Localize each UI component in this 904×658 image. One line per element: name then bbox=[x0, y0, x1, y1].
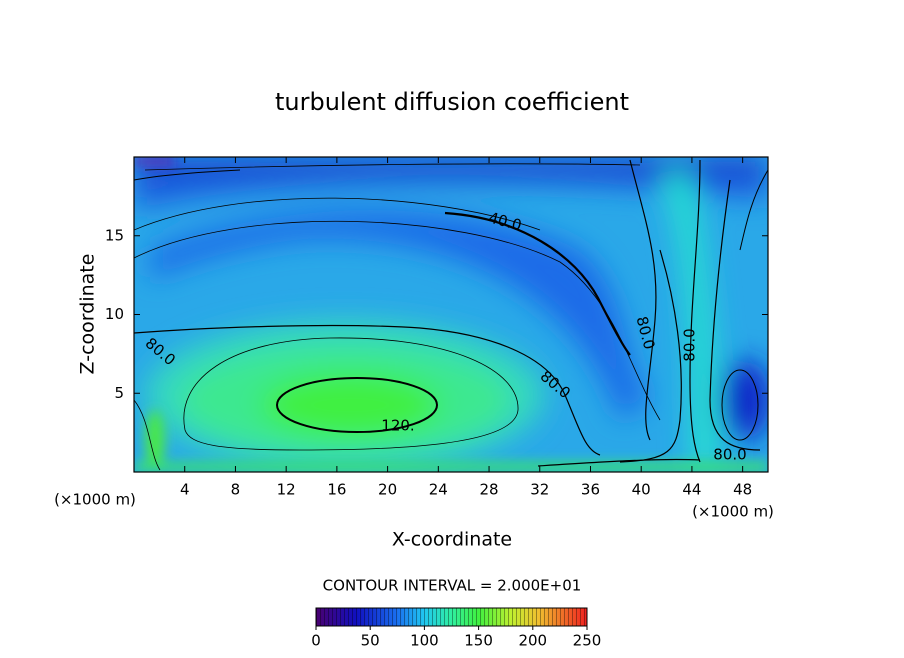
x-tick-label: 20 bbox=[378, 481, 397, 499]
x-tick-label: 24 bbox=[429, 481, 448, 499]
contour-label: 80.0 bbox=[681, 328, 699, 361]
colorbar-tick-label: 200 bbox=[518, 632, 547, 650]
x-tick-label: 28 bbox=[479, 481, 498, 499]
colorbar-tick-label: 150 bbox=[464, 632, 493, 650]
y-tick-label: 10 bbox=[105, 305, 124, 323]
x-tick-label: 44 bbox=[682, 481, 701, 499]
colorbar-tick-label: 100 bbox=[410, 632, 439, 650]
y-axis-title: Z-coordinate bbox=[77, 254, 99, 375]
chart-title: turbulent diffusion coefficient bbox=[275, 88, 629, 116]
x-tick-label: 8 bbox=[231, 481, 241, 499]
colorbar-tick-label: 50 bbox=[361, 632, 380, 650]
x-axis-title: X-coordinate bbox=[392, 529, 512, 551]
x-tick-label: 36 bbox=[581, 481, 600, 499]
x-tick-label: 48 bbox=[733, 481, 752, 499]
x-tick-label: 12 bbox=[277, 481, 296, 499]
y-tick-label: 15 bbox=[105, 226, 124, 244]
x-unit-left: (×1000 m) bbox=[54, 491, 136, 509]
field bbox=[134, 157, 768, 472]
x-tick-label: 4 bbox=[180, 481, 190, 499]
x-tick-label: 32 bbox=[530, 481, 549, 499]
colorbar-tick-label: 0 bbox=[311, 632, 321, 650]
contour-label: 80.0 bbox=[713, 446, 746, 464]
colorbar-frame bbox=[315, 607, 588, 627]
x-unit-right: (×1000 m) bbox=[692, 503, 774, 521]
contour-interval: CONTOUR INTERVAL = 2.000E+01 bbox=[323, 577, 582, 595]
colorbar-tick-label: 250 bbox=[573, 632, 602, 650]
contour-label: 120. bbox=[381, 417, 414, 435]
contour-lines bbox=[134, 159, 768, 471]
x-tick-label: 16 bbox=[327, 481, 346, 499]
x-tick-label: 40 bbox=[632, 481, 651, 499]
y-tick-label: 5 bbox=[114, 384, 124, 402]
